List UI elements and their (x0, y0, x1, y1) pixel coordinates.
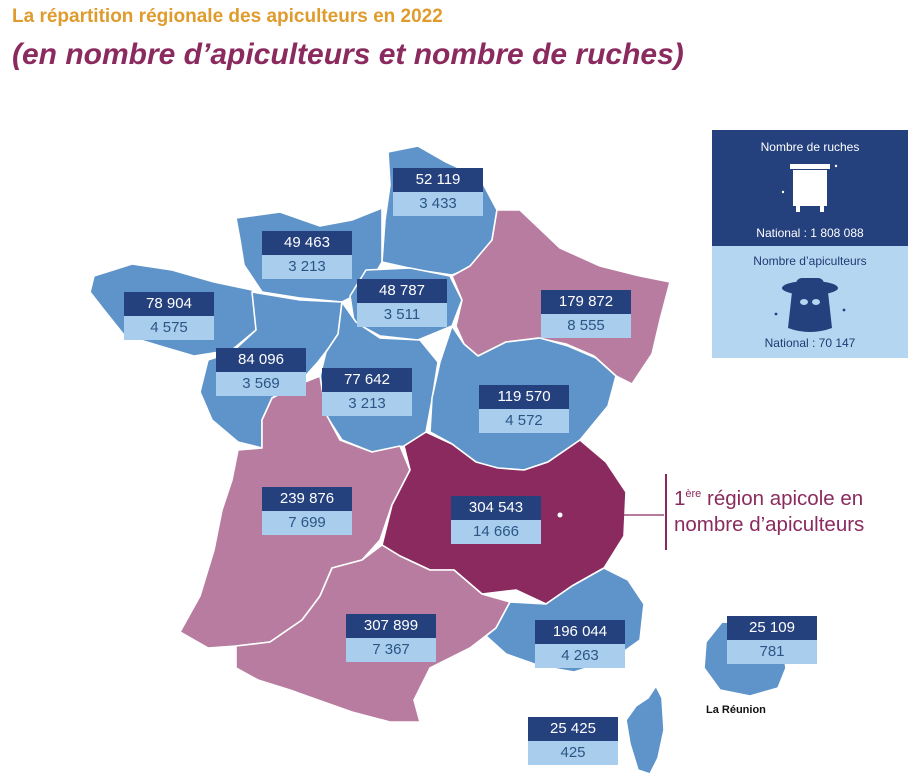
legend: Nombre de ruches National : 1 808 088 No… (712, 130, 908, 358)
badge-corse: 25 425 425 (528, 717, 618, 765)
ruches-value: 48 787 (357, 279, 447, 303)
ruches-value: 49 463 (262, 231, 352, 255)
badge-pays-de-la-loire: 84 096 3 569 (216, 348, 306, 396)
apiculteurs-value: 4 572 (479, 409, 569, 433)
apiculteurs-value: 3 213 (322, 392, 412, 416)
page-title: La répartition régionale des apiculteurs… (12, 6, 443, 27)
callout-line-2: nombre d’apiculteurs (674, 512, 865, 536)
reunion-label: La Réunion (706, 704, 766, 716)
ruches-value: 119 570 (479, 385, 569, 409)
apiculteurs-value: 4 575 (124, 316, 214, 340)
legend-apiculteurs-national: National : 70 147 (764, 336, 856, 350)
legend-apiculteurs: Nombre d’apiculteurs National : 70 147 (712, 246, 908, 358)
legend-ruches-title: Nombre de ruches (760, 140, 860, 154)
ruches-value: 196 044 (535, 620, 625, 644)
apiculteurs-value: 781 (727, 640, 817, 664)
legend-apiculteurs-title: Nombre d’apiculteurs (753, 254, 867, 268)
ruches-value: 25 109 (727, 616, 817, 640)
ruches-value: 304 543 (451, 496, 541, 520)
ruches-value: 78 904 (124, 292, 214, 316)
legend-ruches: Nombre de ruches National : 1 808 088 (712, 130, 908, 246)
apiculteurs-value: 8 555 (541, 314, 631, 338)
apiculteurs-value: 14 666 (451, 520, 541, 544)
ruches-value: 84 096 (216, 348, 306, 372)
apiculteurs-value: 3 511 (357, 303, 447, 327)
ruches-value: 77 642 (322, 368, 412, 392)
callout-pointer-dot (557, 512, 563, 518)
ruches-value: 239 876 (262, 487, 352, 511)
badge-centre: 77 642 3 213 (322, 368, 412, 416)
badge-bretagne: 78 904 4 575 (124, 292, 214, 340)
beekeeper-icon (774, 278, 846, 332)
apiculteurs-value: 3 569 (216, 372, 306, 396)
callout-line-1: 1ère région apicole en (674, 486, 864, 510)
badge-ile-de-france: 48 787 3 511 (357, 279, 447, 327)
ruches-value: 25 425 (528, 717, 618, 741)
apiculteurs-value: 3 213 (262, 255, 352, 279)
badge-auvergne-rhone-alpes: 304 543 14 666 (451, 496, 541, 544)
callout-text: 1ère région apicole en nombre d’apiculte… (674, 481, 864, 538)
ruches-value: 52 119 (393, 168, 483, 192)
apiculteurs-value: 425 (528, 741, 618, 765)
beehive-icon (781, 164, 838, 212)
region-corse (625, 685, 665, 775)
badge-la-reunion: 25 109 781 (727, 616, 817, 664)
legend-ruches-national: National : 1 808 088 (756, 226, 864, 240)
badge-paca: 196 044 4 263 (535, 620, 625, 668)
badge-normandie: 49 463 3 213 (262, 231, 352, 279)
ruches-value: 179 872 (541, 290, 631, 314)
apiculteurs-value: 7 367 (346, 638, 436, 662)
ruches-value: 307 899 (346, 614, 436, 638)
badge-grand-est: 179 872 8 555 (541, 290, 631, 338)
apiculteurs-value: 4 263 (535, 644, 625, 668)
apiculteurs-value: 7 699 (262, 511, 352, 535)
badge-bourgogne-franche-comte: 119 570 4 572 (479, 385, 569, 433)
apiculteurs-value: 3 433 (393, 192, 483, 216)
badge-nouvelle-aquitaine: 239 876 7 699 (262, 487, 352, 535)
badge-occitanie: 307 899 7 367 (346, 614, 436, 662)
badge-hauts-de-france: 52 119 3 433 (393, 168, 483, 216)
page-subtitle: (en nombre d’apiculteurs et nombre de ru… (12, 38, 684, 71)
callout-bar (665, 474, 667, 550)
